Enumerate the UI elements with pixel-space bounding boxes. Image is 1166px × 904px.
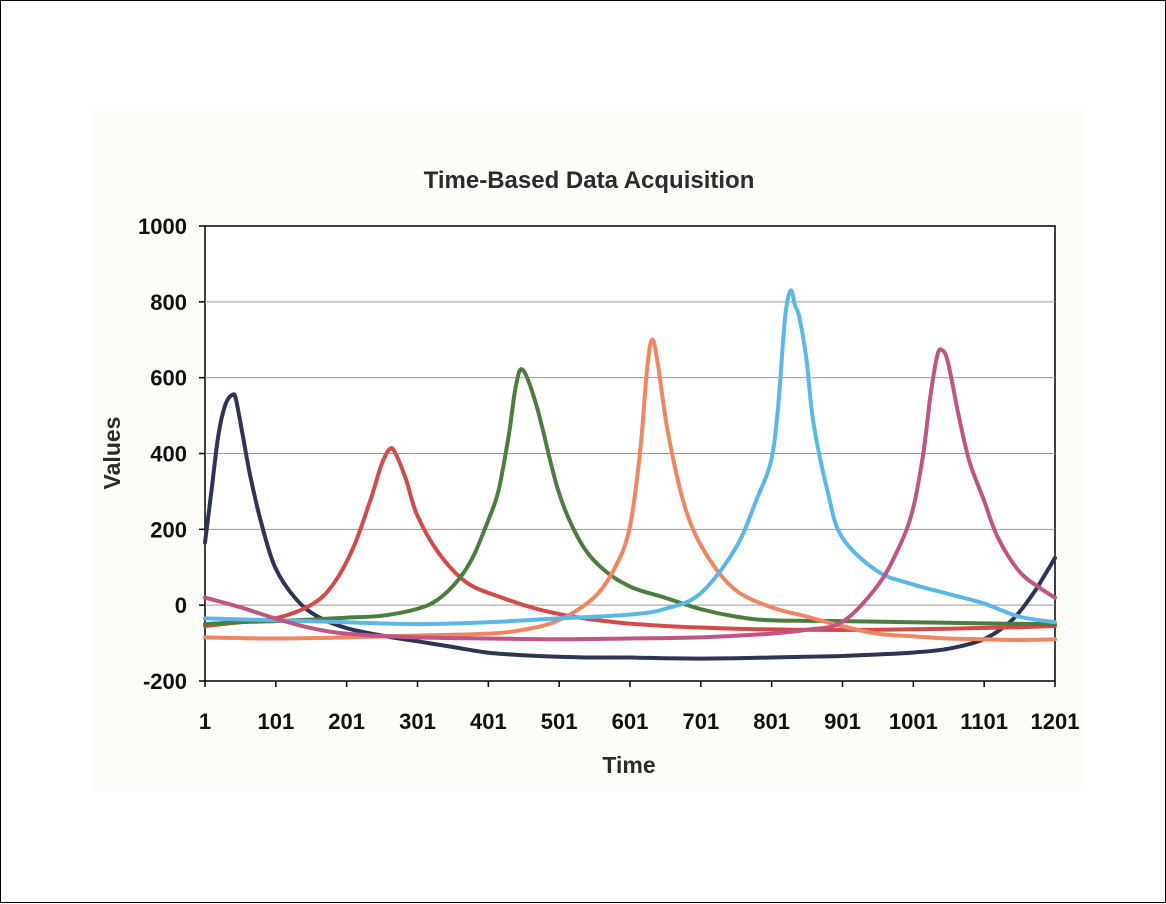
y-tick-labels: 1000 800 600 400 200 0 -200	[138, 214, 187, 694]
x-tick-label: 301	[399, 709, 436, 734]
x-tick-label: 1201	[1031, 709, 1080, 734]
x-tick-label: 801	[753, 709, 790, 734]
x-tick-label: 401	[470, 709, 507, 734]
series-line-1	[203, 392, 1057, 661]
x-tick-labels: 1 101 201 301 401 501 601 701 801 901 1001 1101 1201	[199, 709, 1080, 734]
y-tick-label: 400	[150, 442, 187, 467]
x-tick-label: 201	[328, 709, 365, 734]
x-tick-label: 501	[541, 709, 578, 734]
y-tick-label: 200	[150, 517, 187, 542]
series-line-5	[203, 288, 1057, 627]
y-tick-label: -200	[143, 669, 187, 694]
y-axis-title: Values	[99, 417, 125, 490]
series-line-4	[203, 337, 1057, 642]
series-line-3	[203, 367, 1057, 627]
y-tick-label: 0	[175, 593, 187, 618]
series-layer	[203, 288, 1057, 661]
x-tick-label: 1101	[960, 709, 1008, 734]
y-tick-label: 600	[150, 366, 187, 391]
y-tick-label: 800	[150, 290, 187, 315]
series-line-6	[203, 347, 1057, 642]
x-tick-label: 701	[682, 709, 719, 734]
x-tick-label: 1001	[889, 709, 938, 734]
x-tick-label: 1	[199, 709, 211, 734]
chart-title: Time-Based Data Acquisition	[424, 167, 755, 194]
x-tick-label: 601	[612, 709, 649, 734]
x-tick-label: 101	[257, 709, 294, 734]
x-tick-label: 901	[824, 709, 861, 734]
y-tick-label: 1000	[138, 214, 187, 239]
x-axis-title: Time	[602, 752, 655, 778]
